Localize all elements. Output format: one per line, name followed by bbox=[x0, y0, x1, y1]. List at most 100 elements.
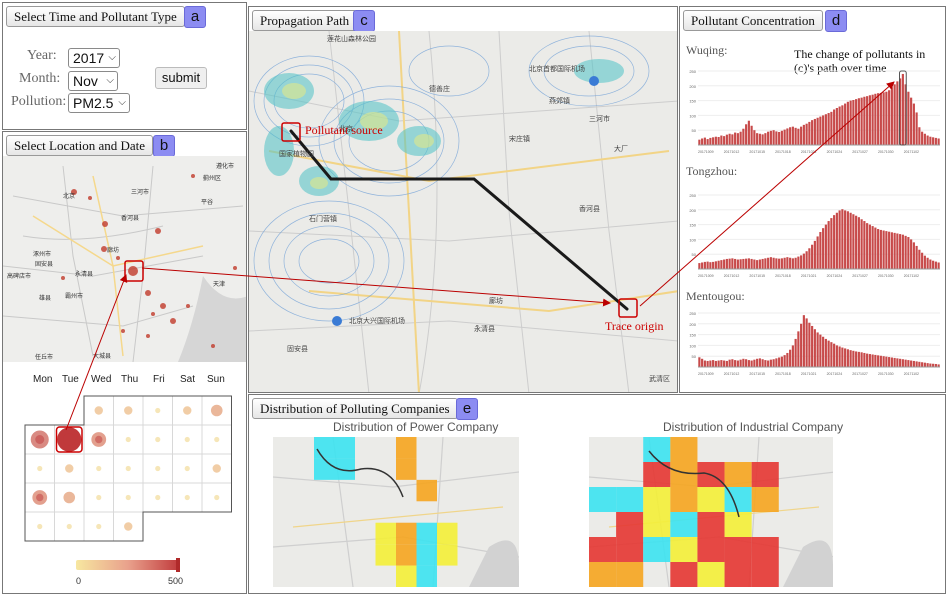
company-grid-cell bbox=[437, 522, 458, 545]
bar bbox=[841, 105, 844, 145]
bar bbox=[813, 118, 816, 145]
calendar-heatmap[interactable] bbox=[3, 392, 247, 592]
calendar-dot bbox=[184, 436, 190, 443]
industrial-company-map[interactable] bbox=[589, 437, 833, 587]
bar bbox=[706, 261, 709, 269]
color-legend: 0 500 bbox=[76, 558, 183, 586]
bar bbox=[808, 322, 811, 367]
bar bbox=[742, 258, 745, 269]
bar bbox=[929, 363, 932, 367]
company-grid-cell bbox=[616, 537, 644, 562]
year-select[interactable]: 2017 ⌵ bbox=[68, 48, 120, 68]
bar bbox=[769, 257, 772, 269]
calendar-dot bbox=[184, 494, 190, 501]
bar-chart-wuqing: 250 200 150 100 50 20171009 20171012 20171015 20… bbox=[689, 69, 940, 154]
calendar-dot bbox=[184, 465, 190, 472]
bar bbox=[739, 359, 742, 367]
x-tick-label: 20171021 bbox=[801, 372, 817, 376]
pollution-label: Pollution: bbox=[11, 94, 67, 109]
bar bbox=[926, 135, 929, 145]
company-grid-cell bbox=[589, 562, 617, 587]
calendar-dot bbox=[96, 465, 102, 472]
airport-icon bbox=[332, 76, 599, 326]
bar bbox=[728, 359, 731, 367]
bar bbox=[802, 124, 805, 145]
company-grid-cell bbox=[697, 512, 725, 537]
calendar-dot bbox=[124, 406, 133, 415]
y-tick-label: 250 bbox=[689, 193, 696, 198]
company-map-road bbox=[292, 506, 504, 528]
bar bbox=[725, 134, 728, 145]
bar bbox=[877, 229, 880, 269]
bar bbox=[739, 259, 742, 269]
calendar-cell[interactable] bbox=[172, 453, 203, 484]
map-label: 永清县 bbox=[474, 324, 495, 333]
propagation-path-overlay bbox=[648, 450, 740, 518]
company-grid-cell bbox=[670, 512, 698, 537]
bar bbox=[758, 133, 761, 145]
bar bbox=[703, 261, 706, 269]
map-label: 北京大兴国际机场 bbox=[349, 316, 405, 325]
calendar-dot-core bbox=[36, 493, 44, 502]
bar bbox=[896, 358, 899, 367]
x-tick-label: 20171027 bbox=[852, 372, 868, 376]
company-grid-cell bbox=[314, 437, 335, 459]
y-tick-label: 100 bbox=[689, 343, 696, 348]
x-tick-label: 20171009 bbox=[698, 372, 714, 376]
bar bbox=[819, 334, 822, 367]
calendar-dot bbox=[125, 494, 131, 501]
bar bbox=[800, 126, 803, 145]
calendar-dot bbox=[155, 494, 161, 501]
bar bbox=[901, 234, 904, 269]
company-grid-cell bbox=[396, 522, 417, 545]
bar bbox=[775, 258, 778, 269]
bar bbox=[745, 258, 748, 269]
bar bbox=[932, 137, 935, 145]
calendar-dot bbox=[125, 465, 131, 472]
bar bbox=[923, 362, 926, 367]
bar bbox=[866, 353, 869, 367]
bar bbox=[899, 234, 902, 269]
bar bbox=[739, 131, 742, 145]
bar bbox=[747, 360, 750, 367]
map-label: 武清区 bbox=[649, 374, 670, 383]
bar bbox=[761, 359, 764, 367]
bar bbox=[907, 91, 910, 145]
bar bbox=[756, 133, 759, 145]
location-map-svg: 遵化市 三河市 北京 平谷 香河县 廊坊 涿州市 固安县 永清县 高碑店市 霸州… bbox=[3, 156, 246, 362]
bar bbox=[923, 133, 926, 145]
x-tick-label: 20171012 bbox=[724, 150, 740, 154]
map-label: 莲花山森林公园 bbox=[327, 34, 376, 43]
propagation-map[interactable]: 莲花山森林公园 国家植物园 北京首都国际机场 北京大兴国际机场 廊坊 三河市 香… bbox=[249, 31, 677, 392]
pollution-select[interactable]: PM2.5 ⌵ bbox=[68, 93, 130, 113]
panel-e-title: Distribution of Polluting Companies bbox=[252, 398, 458, 419]
bar bbox=[910, 360, 913, 367]
panel-b-badge: b bbox=[153, 135, 175, 157]
bar bbox=[780, 130, 783, 145]
bar bbox=[835, 108, 838, 145]
bar bbox=[736, 259, 739, 269]
bar bbox=[767, 257, 770, 269]
bar bbox=[714, 261, 717, 269]
bar bbox=[811, 120, 814, 145]
month-select[interactable]: Nov ⌵ bbox=[68, 71, 118, 91]
bar bbox=[701, 358, 704, 367]
location-map[interactable]: 遵化市 三河市 北京 平谷 香河县 廊坊 涿州市 固安县 永清县 高碑店市 霸州… bbox=[3, 156, 246, 362]
bar bbox=[888, 90, 891, 145]
map-label: 任丘市 bbox=[35, 353, 53, 361]
power-company-map[interactable] bbox=[273, 437, 519, 587]
bar bbox=[808, 248, 811, 269]
company-grid-cell bbox=[670, 537, 698, 562]
bar bbox=[805, 123, 808, 145]
bar bbox=[780, 258, 783, 269]
submit-button[interactable]: submit bbox=[155, 67, 207, 89]
panel-d-title: Pollutant Concentration bbox=[683, 10, 823, 31]
bar bbox=[896, 81, 899, 145]
legend-min: 0 bbox=[76, 576, 81, 586]
bar bbox=[747, 120, 750, 145]
bar bbox=[728, 258, 731, 269]
map-label: 遵化市 bbox=[216, 162, 234, 170]
bar bbox=[885, 231, 888, 269]
pollutant-source-label: Pollutant source bbox=[305, 123, 383, 137]
calendar-dot bbox=[183, 406, 192, 415]
